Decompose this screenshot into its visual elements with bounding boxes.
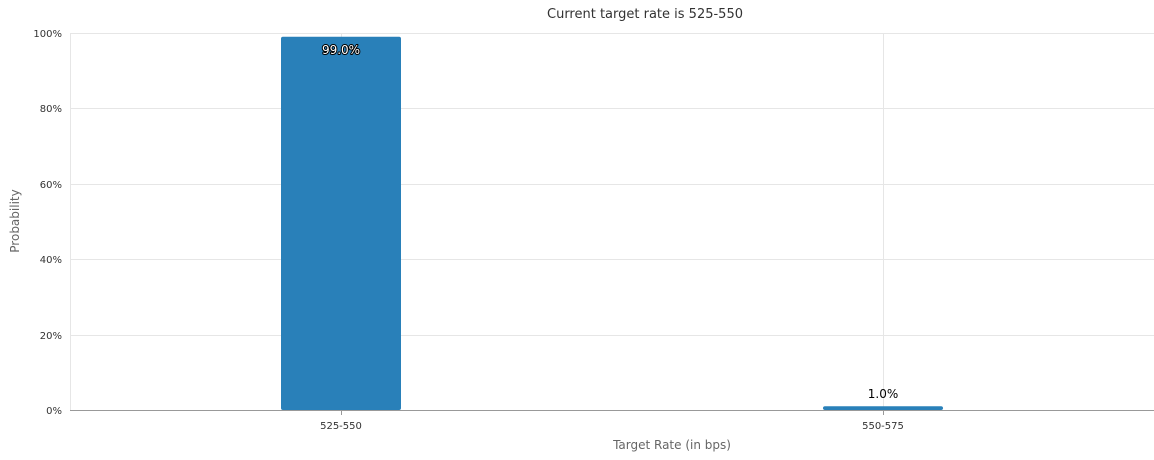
data-labels: 99.0% 1.0% bbox=[321, 42, 899, 401]
y-tick-label: 0% bbox=[46, 406, 62, 417]
bars bbox=[281, 36, 943, 411]
chart-title: Current target rate is 525-550 bbox=[547, 7, 743, 22]
y-axis-title: Probability bbox=[8, 189, 22, 252]
bar-550-575 bbox=[823, 406, 943, 410]
y-tick-label: 100% bbox=[33, 29, 62, 40]
y-tick-label: 40% bbox=[40, 255, 62, 266]
bar-525-550 bbox=[281, 36, 401, 411]
y-tick-label: 60% bbox=[40, 180, 62, 191]
y-tick-label: 80% bbox=[40, 104, 62, 115]
gridlines bbox=[70, 33, 1154, 410]
data-label-550-575: 1.0% bbox=[868, 387, 899, 401]
x-tick-label: 525-550 bbox=[320, 421, 362, 432]
axes: 0% 20% 40% 60% 80% 100% 525-550 550-575 bbox=[33, 29, 1154, 432]
x-axis-title: Target Rate (in bps) bbox=[612, 438, 731, 452]
x-tick-label: 550-575 bbox=[862, 421, 904, 432]
data-label-525-550: 99.0% bbox=[322, 43, 360, 57]
y-tick-label: 20% bbox=[40, 331, 62, 342]
